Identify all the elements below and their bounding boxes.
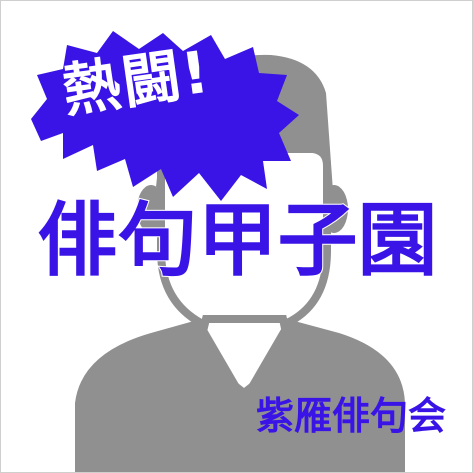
main-title: 俳句甲子園 <box>37 194 439 287</box>
organization-name: 紫雁俳句会 <box>255 394 446 438</box>
